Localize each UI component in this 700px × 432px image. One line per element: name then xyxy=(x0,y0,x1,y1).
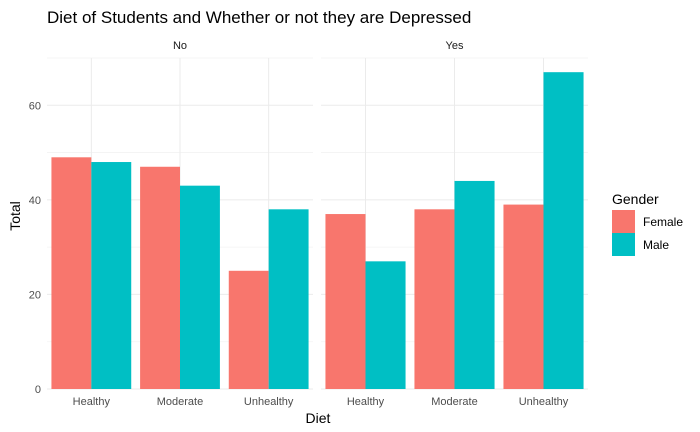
legend-label-male: Male xyxy=(643,238,669,252)
bar-no-unhealthy-male xyxy=(268,209,309,389)
legend-key-male xyxy=(612,233,635,256)
bar-no-moderate-female xyxy=(140,166,180,389)
y-tick-label: 20 xyxy=(29,289,41,301)
x-axis-title: Diet xyxy=(306,410,331,426)
y-tick-label: 40 xyxy=(29,195,41,207)
bar-yes-healthy-female xyxy=(325,214,366,389)
x-tick-label: Unhealthy xyxy=(519,396,569,408)
legend-key-female xyxy=(612,210,635,233)
legend: Gender Female Male xyxy=(612,191,683,256)
bar-no-moderate-male xyxy=(180,185,220,389)
facet-strip-label: No xyxy=(173,40,187,52)
x-tick-label: Healthy xyxy=(347,396,385,408)
legend-label-female: Female xyxy=(643,215,683,229)
facet-panels: No Healthy Moderate Unhealthy 0 20 40 60 Yes Heal… xyxy=(29,40,588,408)
x-tick-label: Healthy xyxy=(73,396,111,408)
bar-yes-moderate-female xyxy=(414,209,455,389)
bar-yes-healthy-male xyxy=(365,261,406,389)
bar-yes-unhealthy-female xyxy=(503,204,544,389)
x-tick-label: Unhealthy xyxy=(244,396,294,408)
bar-yes-moderate-male xyxy=(454,180,495,389)
x-tick-label: Moderate xyxy=(157,396,203,408)
facet-strip-label: Yes xyxy=(446,40,464,52)
bar-no-healthy-female xyxy=(51,157,92,389)
facet-panel-no: No Healthy Moderate Unhealthy 0 20 40 60 xyxy=(29,40,313,408)
bar-no-unhealthy-female xyxy=(228,270,269,389)
legend-title: Gender xyxy=(612,191,659,207)
facet-panel-yes: Yes Healthy Moderate Unhealthy xyxy=(321,40,588,408)
x-tick-label: Moderate xyxy=(431,396,477,408)
chart-title: Diet of Students and Whether or not they… xyxy=(47,8,471,27)
bar-no-healthy-male xyxy=(91,162,132,389)
y-tick-label: 0 xyxy=(35,384,41,396)
y-tick-label: 60 xyxy=(29,100,41,112)
y-axis-title: Total xyxy=(7,201,23,231)
bar-yes-unhealthy-male xyxy=(543,72,584,389)
